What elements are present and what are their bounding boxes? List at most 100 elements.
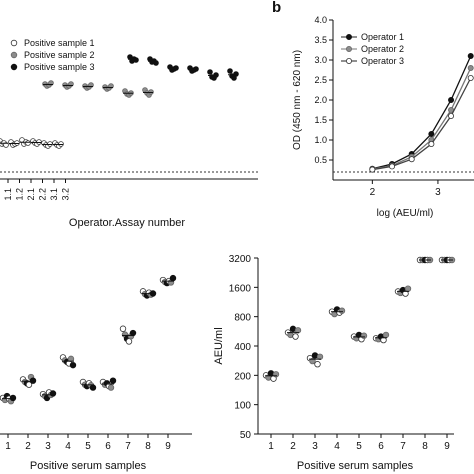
panel-b-y-tick-label: 3.5 <box>314 35 327 45</box>
panel-d-y-tick-label: 400 <box>234 342 251 353</box>
panel-d: 50 100 200 400 800 1600 3200 1 2 3 4 5 6 7 8 9 Positiv… <box>213 254 456 472</box>
panel-b-legend-marker <box>345 46 352 53</box>
panel-d-x-label: Positive serum samples <box>297 460 414 472</box>
panel-d-y-tick-label: 50 <box>240 430 252 441</box>
panel-a-point <box>233 71 239 77</box>
panel-b-legend-label: Operator 3 <box>361 56 404 66</box>
panel-a-legend: Positive sample 1 Positive sample 2 Positi… <box>10 38 95 72</box>
panel-b-x-label: log (AEU/ml) <box>377 208 434 219</box>
panel-d-x-tick-label: 2 <box>290 441 296 452</box>
panel-b-point <box>389 163 396 170</box>
panel-b-y-tick-label: 4.0 <box>314 15 327 25</box>
panel-a-point <box>153 60 159 66</box>
panel-a-x-tick-label: 1.1 <box>3 188 13 201</box>
panel-c-x-tick-label: 5 <box>85 441 91 452</box>
panel-d-x-tick-label: 7 <box>400 441 406 452</box>
panel-c-x-tick-label: 9 <box>165 441 171 452</box>
panel-d-x-tick-label: 4 <box>334 441 340 452</box>
panel-d-point <box>338 307 346 314</box>
panel-d-point <box>404 285 412 292</box>
panel-c-point <box>25 381 33 388</box>
panel-c-point <box>107 384 115 391</box>
panel-c-x-ticks: 1 2 3 4 5 6 7 8 9 <box>5 434 171 452</box>
panel-c-x-tick-label: 8 <box>145 441 151 452</box>
panel-b-point <box>408 156 415 163</box>
panel-b-y-label: OD (450 nm - 620 nm) <box>292 50 303 150</box>
panel-a-x-tick-label: 3.2 <box>61 188 71 201</box>
panel-d-y-tick-label: 200 <box>234 371 251 382</box>
panel-d-x-tick-label: 8 <box>422 441 428 452</box>
panel-b-legend-label: Operator 2 <box>361 44 404 54</box>
panel-d-point <box>314 361 321 368</box>
panel-a-point <box>25 140 31 146</box>
panel-d-x-tick-label: 1 <box>268 441 274 452</box>
panel-d-point <box>292 333 299 340</box>
panel-c-x-tick-label: 3 <box>45 441 51 452</box>
panel-c-point <box>125 338 133 345</box>
panel-b-y-tick-label: 0.5 <box>314 155 327 165</box>
panel-a-x-ticks: 1.1 1.2 2.1 2.2 3.1 3.2 <box>3 179 71 201</box>
panel-b-legend-label: Operator 1 <box>361 32 404 42</box>
panel-a-point <box>207 69 213 75</box>
panel-b-letter: b <box>272 0 281 16</box>
panel-b-series-line <box>372 77 472 171</box>
panel-d-x-tick-label: 5 <box>356 441 362 452</box>
panel-a-legend-label: Positive sample 2 <box>24 50 95 60</box>
panel-a-legend-marker <box>10 51 18 59</box>
panel-a: Positive sample 1 Positive sample 2 Positi… <box>0 38 258 229</box>
panel-b-y-ticks: 0.5 1.0 1.5 2.0 2.5 3.0 3.5 4.0 <box>314 15 333 165</box>
panel-d-point <box>382 331 390 339</box>
panel-b-legend: Operator 1 Operator 2 Operator 3 <box>341 32 404 66</box>
panel-b-legend-marker <box>345 34 352 41</box>
panel-a-legend-label: Positive sample 1 <box>24 38 95 48</box>
panel-b-series-line <box>372 55 472 170</box>
panel-c-point <box>9 394 17 402</box>
panel-d-y-tick-label: 1600 <box>229 283 252 294</box>
panel-a-x-tick-label: 2.1 <box>26 188 36 201</box>
panel-b-legend-marker <box>345 58 352 65</box>
panel-d-points <box>262 256 456 382</box>
panel-c: 1 2 3 4 5 6 7 8 9 Positive serum samples <box>0 274 192 472</box>
panel-c-points <box>0 274 177 405</box>
panel-b-point <box>428 130 435 137</box>
panel-b-y-tick-label: 1.5 <box>314 115 327 125</box>
panel-a-x-tick-label: 2.2 <box>38 188 48 201</box>
panel-b-x-tick-label: 2 <box>370 187 376 198</box>
panel-a-x-label: Operator.Assay number <box>69 217 186 229</box>
panel-d-x-tick-label: 6 <box>378 441 384 452</box>
panel-b-point <box>467 75 474 82</box>
panel-d-point <box>309 357 316 365</box>
panel-c-x-tick-label: 1 <box>5 441 11 452</box>
panel-a-legend-marker <box>10 63 18 71</box>
panel-c-x-tick-label: 6 <box>105 441 111 452</box>
panel-b-point <box>467 65 474 72</box>
panel-c-x-label: Positive serum samples <box>30 460 147 472</box>
panel-d-point <box>380 336 387 344</box>
panel-b-point <box>448 113 455 120</box>
panel-d-x-tick-label: 9 <box>444 441 450 452</box>
panel-d-x-tick-label: 3 <box>312 441 318 452</box>
panel-b-x-tick-label: 3 <box>435 187 441 198</box>
panel-c-point <box>169 274 177 282</box>
panel-c-x-tick-label: 4 <box>65 441 71 452</box>
panel-a-points <box>0 54 239 149</box>
panel-b-y-tick-label: 2.5 <box>314 75 327 85</box>
panel-d-y-tick-label: 3200 <box>229 254 252 265</box>
panel-c-x-tick-label: 2 <box>25 441 31 452</box>
panel-c-point <box>69 361 77 369</box>
panel-c-point <box>109 377 117 384</box>
panel-c-point <box>119 325 127 332</box>
panel-c-x-tick-label: 7 <box>125 441 131 452</box>
panel-a-point <box>3 142 9 148</box>
panel-a-x-tick-label: 1.2 <box>15 188 25 201</box>
panel-c-point <box>29 377 37 384</box>
panel-c-point <box>89 384 97 391</box>
panel-a-legend-marker <box>10 39 18 47</box>
panel-b-y-tick-label: 1.0 <box>314 135 327 145</box>
panel-d-y-tick-label: 100 <box>234 401 251 412</box>
panel-c-point <box>49 390 57 397</box>
panel-b-y-tick-label: 3.0 <box>314 55 327 65</box>
panel-a-x-tick-label: 3.1 <box>49 188 59 201</box>
